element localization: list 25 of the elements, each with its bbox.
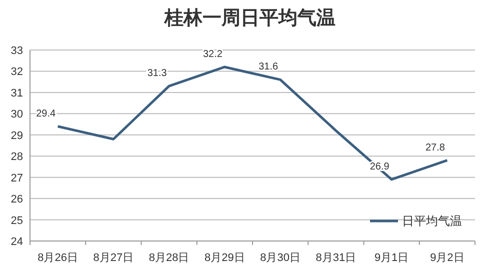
x-tick-label: 8月26日 bbox=[38, 252, 78, 264]
y-tick-label: 27 bbox=[10, 172, 23, 184]
x-tick-label: 8月28日 bbox=[148, 252, 190, 264]
x-tick-label: 8月31日 bbox=[316, 252, 356, 264]
title: 桂林一周日平均气温 bbox=[164, 8, 336, 29]
y-tick-label: 31 bbox=[10, 87, 23, 100]
x-tick-label: 9月2日 bbox=[430, 252, 464, 264]
data-label: 31.6 bbox=[258, 62, 278, 73]
x-tick-label: 9月1日 bbox=[374, 252, 409, 264]
x-tick-label: 8月27日 bbox=[93, 252, 134, 264]
data-label: 32.2 bbox=[202, 48, 223, 60]
y-tick-label: 32 bbox=[10, 66, 23, 78]
y-tick-label: 30 bbox=[10, 108, 23, 121]
legend-label: 日平均气温 bbox=[402, 214, 462, 228]
y-tick-label: 24 bbox=[10, 236, 23, 248]
data-label: 27.8 bbox=[425, 142, 446, 154]
y-tick-label: 25 bbox=[10, 214, 23, 227]
y-tick-label: 33 bbox=[10, 45, 23, 57]
x-tick-label: 8月30日 bbox=[260, 252, 300, 264]
y-tick-label: 28 bbox=[10, 151, 23, 164]
x-tick-label: 8月29日 bbox=[204, 252, 245, 264]
data-label: 29.4 bbox=[36, 108, 56, 120]
y-tick-label: 29 bbox=[10, 130, 23, 142]
data-label: 31.3 bbox=[147, 68, 168, 80]
y-tick-label: 26 bbox=[10, 194, 23, 206]
